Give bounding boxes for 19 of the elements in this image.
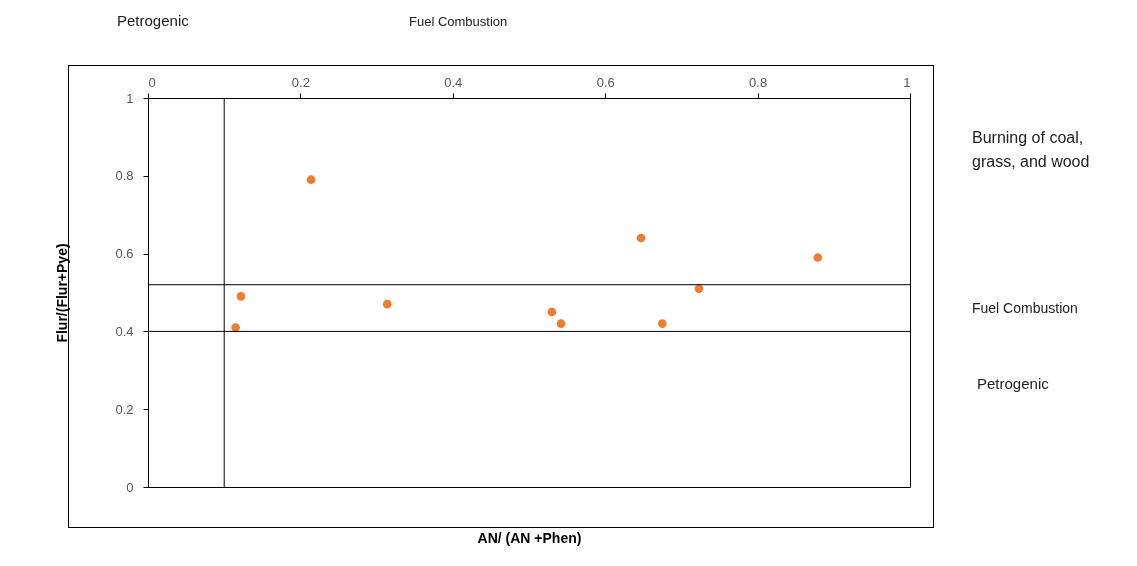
x-tick-label: 1 bbox=[903, 74, 911, 90]
x-tick-label: 0 bbox=[148, 74, 156, 90]
text: Fuel Combustion bbox=[409, 14, 508, 29]
text: Fuel Combustion bbox=[972, 300, 1078, 316]
text: Burning of coal, grass, and wood bbox=[972, 128, 1091, 172]
y-tick-label: 0 bbox=[126, 479, 134, 495]
y-tick-label: 1 bbox=[126, 90, 134, 106]
x-tick-label: 0.4 bbox=[444, 74, 463, 90]
y-axis-title: Flur/(Flur+Pye) bbox=[54, 243, 71, 343]
x-tick-label: 0.6 bbox=[596, 74, 615, 90]
y-tick-label: 0.8 bbox=[115, 168, 134, 184]
x-axis-title: AN/ (AN +Phen) bbox=[477, 529, 582, 546]
y-tick-label: 0.6 bbox=[115, 246, 134, 262]
x-tick-label: 0.8 bbox=[749, 74, 768, 90]
x-tick-label: 0.2 bbox=[291, 74, 310, 90]
y-tick-label: 0.2 bbox=[115, 401, 134, 417]
text: Petrogenic bbox=[117, 12, 189, 29]
text: Petrogenic bbox=[977, 375, 1049, 392]
y-tick-label: 0.4 bbox=[115, 323, 134, 339]
